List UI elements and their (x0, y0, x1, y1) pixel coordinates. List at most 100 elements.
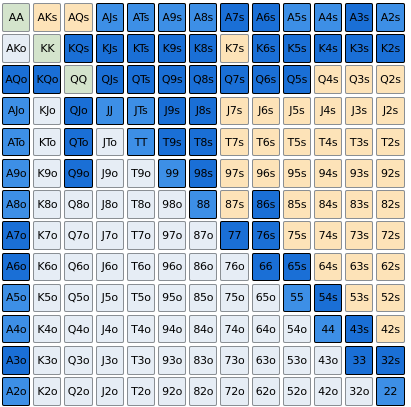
hand-cell-q2o[interactable]: Q2o (64, 377, 93, 406)
hand-cell-42o[interactable]: 42o (313, 377, 343, 406)
hand-cell-t5s[interactable]: T5s (282, 127, 311, 157)
hand-cell-k6s[interactable]: K6s (251, 34, 280, 63)
hand-cell-kts[interactable]: KTs (126, 34, 156, 63)
hand-cell-q9o[interactable]: Q9o (64, 158, 93, 188)
hand-cell-kjs[interactable]: KJs (95, 34, 124, 63)
hand-cell-k2s[interactable]: K2s (376, 34, 405, 63)
hand-cell-qts[interactable]: QTs (126, 65, 156, 94)
hand-cell-72o[interactable]: 72o (220, 377, 249, 406)
hand-cell-76o[interactable]: 76o (220, 252, 249, 282)
hand-cell-q5s[interactable]: Q5s (282, 65, 311, 94)
hand-cell-j8s[interactable]: J8s (189, 96, 218, 126)
hand-cell-a2s[interactable]: A2s (376, 3, 405, 32)
hand-cell-t2s[interactable]: T2s (376, 127, 405, 157)
hand-cell-j4s[interactable]: J4s (313, 96, 343, 126)
hand-cell-54o[interactable]: 54o (282, 314, 311, 344)
hand-cell-85o[interactable]: 85o (189, 283, 218, 313)
hand-cell-kqo[interactable]: KQo (33, 65, 62, 94)
hand-cell-94o[interactable]: 94o (157, 314, 187, 344)
hand-cell-t2o[interactable]: T2o (126, 377, 156, 406)
hand-cell-74s[interactable]: 74s (313, 221, 343, 250)
hand-cell-qto[interactable]: QTo (64, 127, 93, 157)
hand-cell-a4o[interactable]: A4o (2, 314, 31, 344)
hand-cell-j3o[interactable]: J3o (95, 346, 124, 375)
hand-cell-43o[interactable]: 43o (313, 346, 343, 375)
hand-cell-q3s[interactable]: Q3s (345, 65, 374, 94)
hand-cell-94s[interactable]: 94s (313, 158, 343, 188)
hand-cell-93s[interactable]: 93s (345, 158, 374, 188)
hand-cell-k5o[interactable]: K5o (33, 283, 62, 313)
hand-cell-a8s[interactable]: A8s (189, 3, 218, 32)
hand-cell-ajo[interactable]: AJo (2, 96, 31, 126)
hand-cell-a8o[interactable]: A8o (2, 190, 31, 219)
hand-cell-q6o[interactable]: Q6o (64, 252, 93, 282)
hand-cell-t5o[interactable]: T5o (126, 283, 156, 313)
hand-cell-t6o[interactable]: T6o (126, 252, 156, 282)
hand-cell-t9o[interactable]: T9o (126, 158, 156, 188)
hand-cell-q6s[interactable]: Q6s (251, 65, 280, 94)
hand-cell-q7o[interactable]: Q7o (64, 221, 93, 250)
hand-cell-a2o[interactable]: A2o (2, 377, 31, 406)
hand-cell-kqs[interactable]: KQs (64, 34, 93, 63)
hand-cell-65s[interactable]: 65s (282, 252, 311, 282)
hand-cell-a9o[interactable]: A9o (2, 158, 31, 188)
hand-cell-ako[interactable]: AKo (2, 34, 31, 63)
hand-cell-j6o[interactable]: J6o (95, 252, 124, 282)
hand-cell-k8o[interactable]: K8o (33, 190, 62, 219)
hand-cell-64s[interactable]: 64s (313, 252, 343, 282)
hand-cell-t8o[interactable]: T8o (126, 190, 156, 219)
hand-cell-k2o[interactable]: K2o (33, 377, 62, 406)
hand-cell-86s[interactable]: 86s (251, 190, 280, 219)
hand-cell-t8s[interactable]: T8s (189, 127, 218, 157)
hand-cell-82o[interactable]: 82o (189, 377, 218, 406)
hand-cell-qjo[interactable]: QJo (64, 96, 93, 126)
hand-cell-jj[interactable]: JJ (95, 96, 124, 126)
hand-cell-22[interactable]: 22 (376, 377, 405, 406)
hand-cell-42s[interactable]: 42s (376, 314, 405, 344)
hand-cell-ajs[interactable]: AJs (95, 3, 124, 32)
hand-cell-ato[interactable]: ATo (2, 127, 31, 157)
hand-cell-j6s[interactable]: J6s (251, 96, 280, 126)
hand-cell-74o[interactable]: 74o (220, 314, 249, 344)
hand-cell-qjs[interactable]: QJs (95, 65, 124, 94)
hand-cell-52o[interactable]: 52o (282, 377, 311, 406)
hand-cell-j4o[interactable]: J4o (95, 314, 124, 344)
hand-cell-84s[interactable]: 84s (313, 190, 343, 219)
hand-cell-k8s[interactable]: K8s (189, 34, 218, 63)
hand-cell-t3s[interactable]: T3s (345, 127, 374, 157)
hand-cell-k7o[interactable]: K7o (33, 221, 62, 250)
hand-cell-a7s[interactable]: A7s (220, 3, 249, 32)
hand-cell-72s[interactable]: 72s (376, 221, 405, 250)
hand-cell-a6o[interactable]: A6o (2, 252, 31, 282)
hand-cell-92o[interactable]: 92o (157, 377, 187, 406)
hand-cell-kk[interactable]: KK (33, 34, 62, 63)
hand-cell-32s[interactable]: 32s (376, 346, 405, 375)
hand-cell-62o[interactable]: 62o (251, 377, 280, 406)
hand-cell-98s[interactable]: 98s (189, 158, 218, 188)
hand-cell-a3o[interactable]: A3o (2, 346, 31, 375)
hand-cell-k3o[interactable]: K3o (33, 346, 62, 375)
hand-cell-43s[interactable]: 43s (345, 314, 374, 344)
hand-cell-93o[interactable]: 93o (157, 346, 187, 375)
hand-cell-k4o[interactable]: K4o (33, 314, 62, 344)
hand-cell-97s[interactable]: 97s (220, 158, 249, 188)
hand-cell-qq[interactable]: QQ (64, 65, 93, 94)
hand-cell-63o[interactable]: 63o (251, 346, 280, 375)
hand-cell-a5o[interactable]: A5o (2, 283, 31, 313)
hand-cell-tt[interactable]: TT (126, 127, 156, 157)
hand-cell-aqs[interactable]: AQs (64, 3, 93, 32)
hand-cell-t4s[interactable]: T4s (313, 127, 343, 157)
hand-cell-q7s[interactable]: Q7s (220, 65, 249, 94)
hand-cell-q4o[interactable]: Q4o (64, 314, 93, 344)
hand-cell-j2s[interactable]: J2s (376, 96, 405, 126)
hand-cell-jts[interactable]: JTs (126, 96, 156, 126)
hand-cell-q9s[interactable]: Q9s (157, 65, 187, 94)
hand-cell-q8o[interactable]: Q8o (64, 190, 93, 219)
hand-cell-a7o[interactable]: A7o (2, 221, 31, 250)
hand-cell-85s[interactable]: 85s (282, 190, 311, 219)
hand-cell-64o[interactable]: 64o (251, 314, 280, 344)
hand-cell-73s[interactable]: 73s (345, 221, 374, 250)
hand-cell-a9s[interactable]: A9s (157, 3, 187, 32)
hand-cell-54s[interactable]: 54s (313, 283, 343, 313)
hand-cell-k5s[interactable]: K5s (282, 34, 311, 63)
